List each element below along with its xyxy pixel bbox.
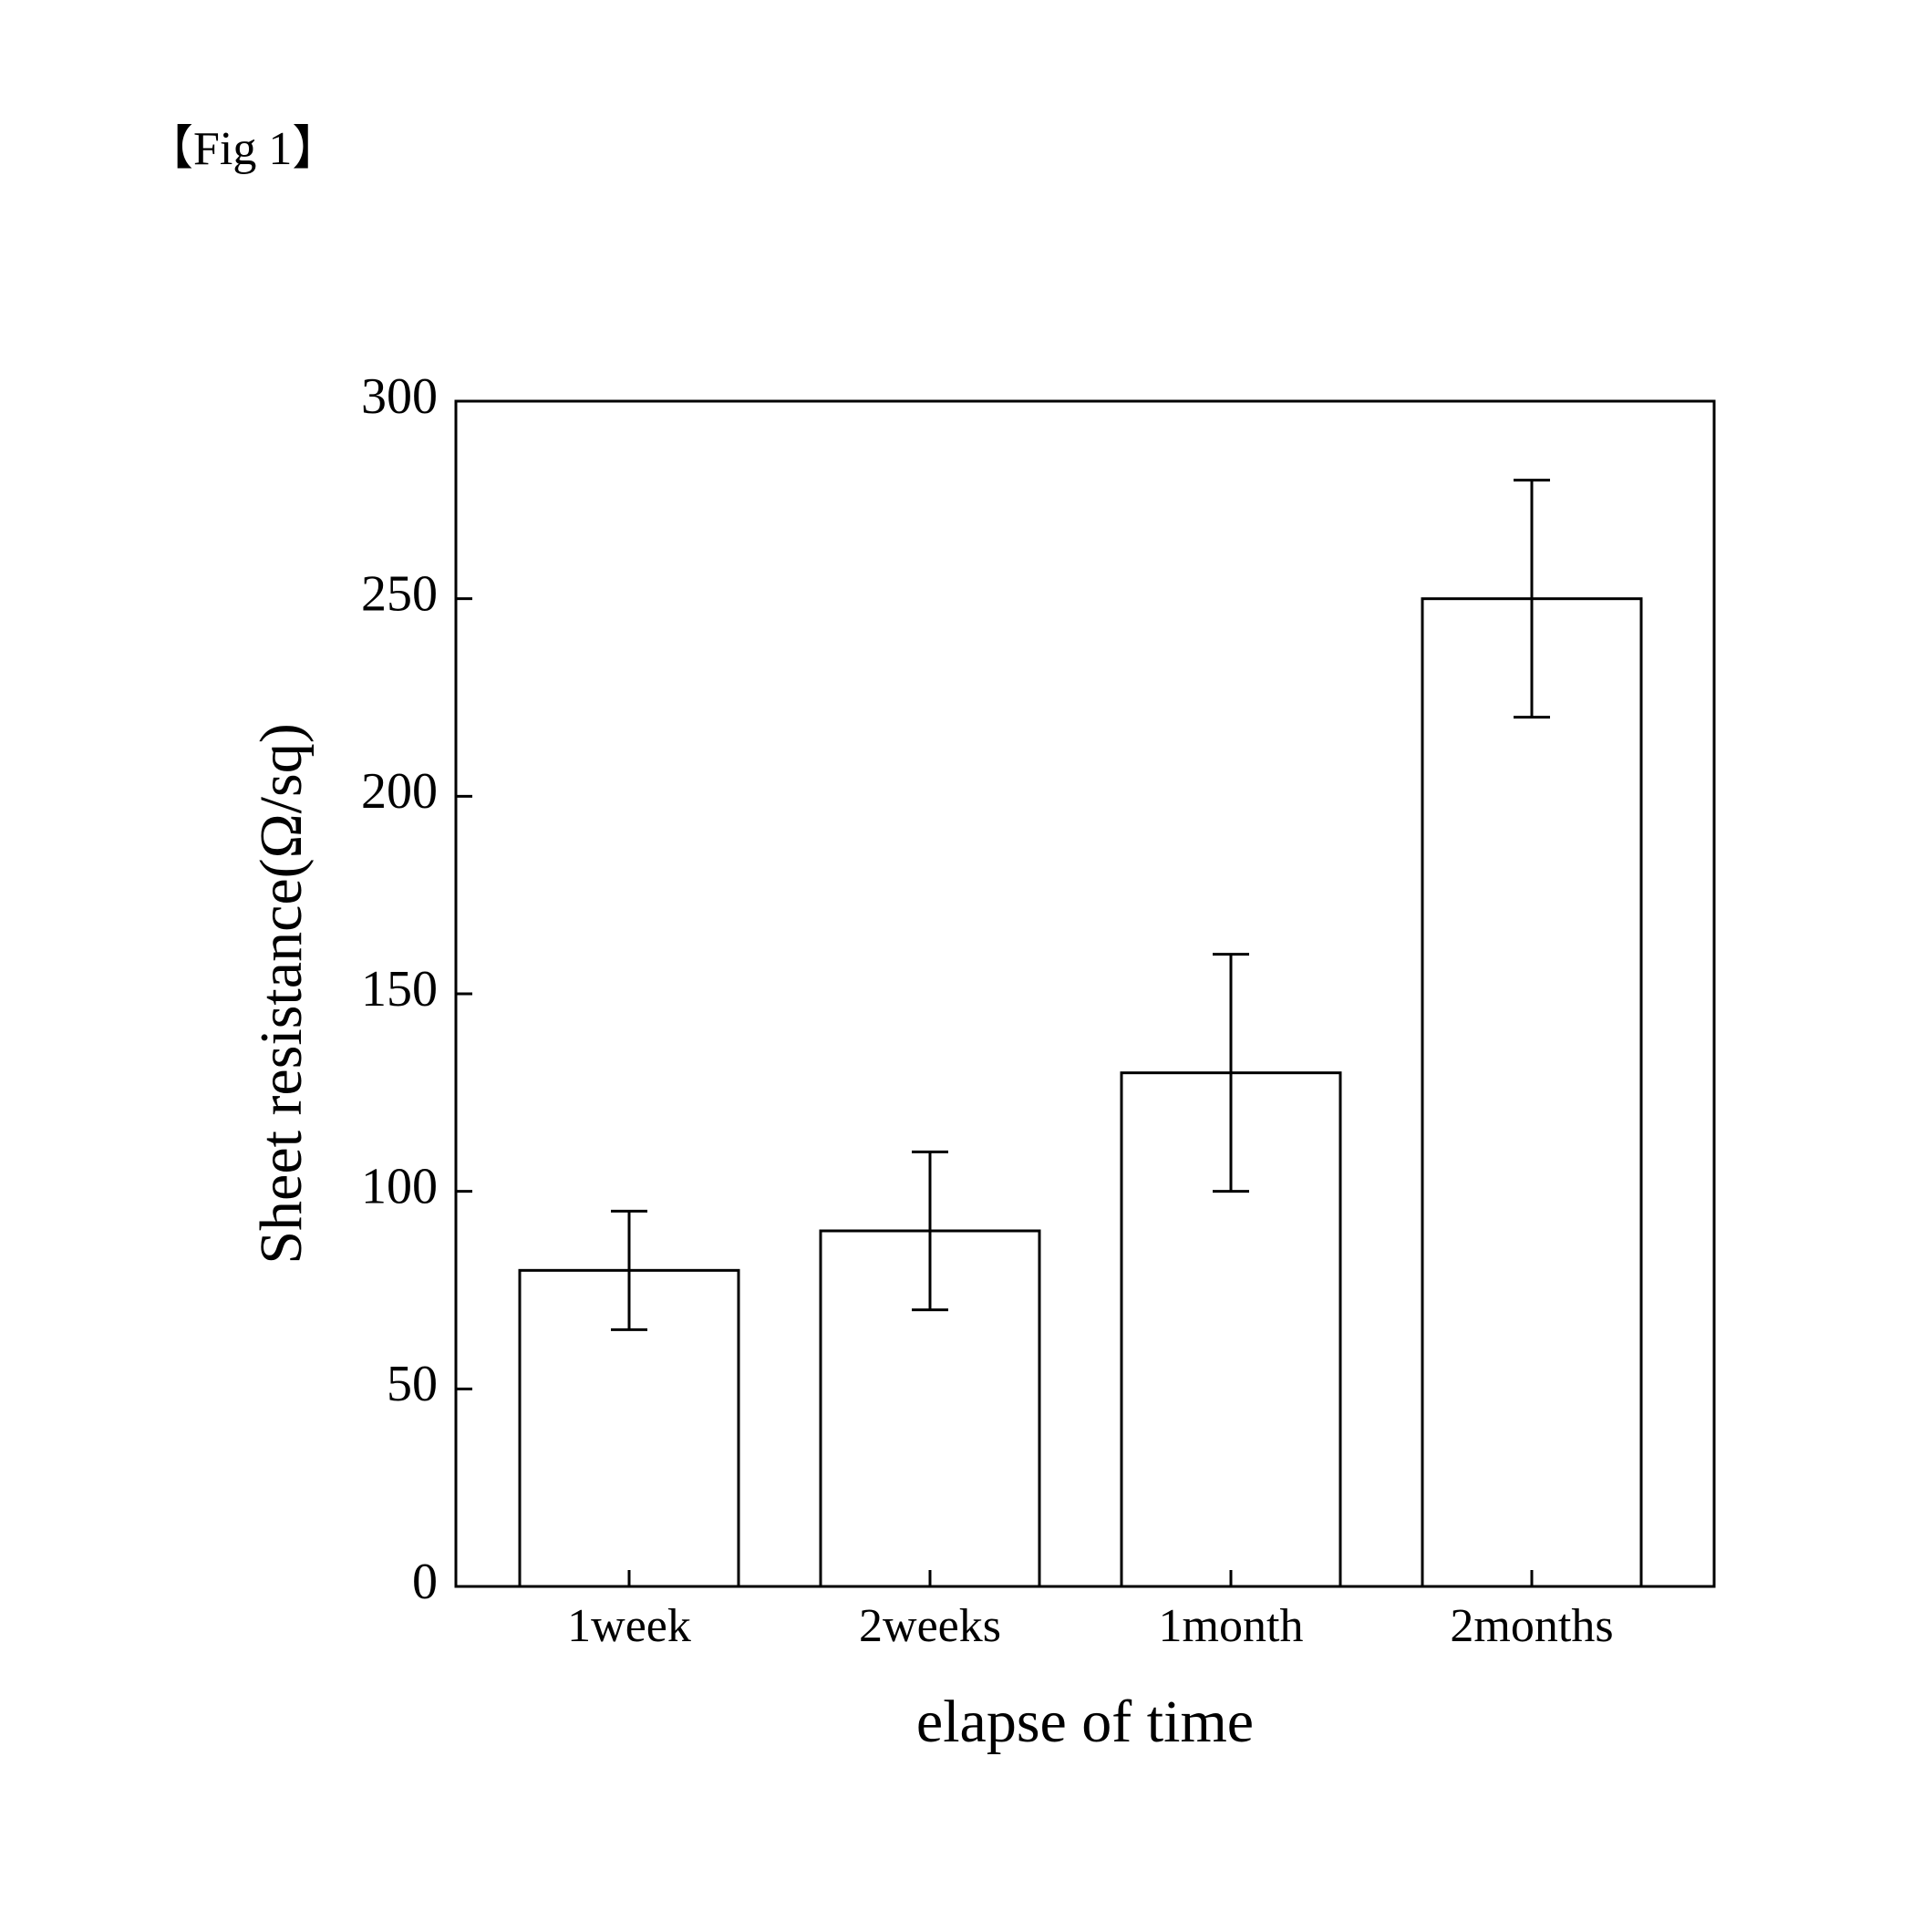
y-tick-label: 100 <box>361 1159 438 1215</box>
sheet-resistance-bar-chart: 1week 2weeks 1month 2months 0 50 100 150 200 250 3… <box>201 365 1751 1787</box>
y-tick-label: 200 <box>361 763 438 820</box>
y-tick-label: 300 <box>361 368 438 425</box>
figure-caption: 【Fig 1】 <box>146 109 339 178</box>
chart-svg: 1week 2weeks 1month 2months 0 50 100 150 200 250 3… <box>201 365 1751 1787</box>
x-tick-label: 1month <box>1159 1600 1304 1652</box>
bar <box>1422 599 1641 1586</box>
x-axis-label: elapse of time <box>916 1689 1254 1755</box>
x-tick-label: 2weeks <box>859 1600 1001 1652</box>
y-tick-label: 250 <box>361 566 438 623</box>
y-axis-label: Sheet resistance(Ω/sq) <box>248 723 315 1264</box>
x-tick-label: 2months <box>1450 1600 1613 1652</box>
y-tick-label: 50 <box>387 1356 438 1412</box>
y-tick-label: 150 <box>361 961 438 1018</box>
page: { "figure_label": "【Fig 1】", "chart": { … <box>0 0 1912 1932</box>
x-tick-label: 1week <box>567 1600 691 1652</box>
y-tick-label: 0 <box>412 1554 438 1610</box>
